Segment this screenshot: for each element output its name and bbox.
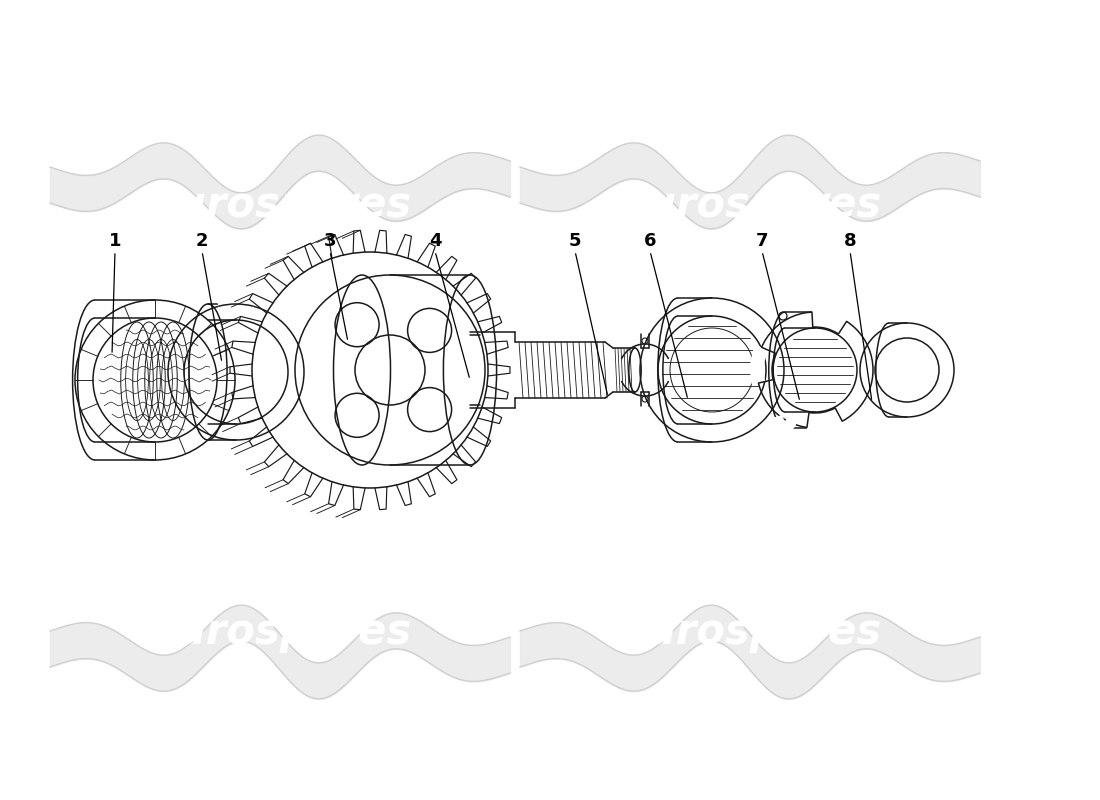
Text: 5: 5 — [569, 232, 581, 250]
Text: eurospares: eurospares — [148, 611, 411, 653]
Text: 6: 6 — [644, 232, 657, 250]
Text: 3: 3 — [323, 232, 337, 250]
Text: eurospares: eurospares — [618, 184, 881, 226]
Text: eurospares: eurospares — [618, 611, 881, 653]
Text: 4: 4 — [429, 232, 441, 250]
Text: 2: 2 — [196, 232, 208, 250]
Text: 7: 7 — [756, 232, 768, 250]
Text: 8: 8 — [844, 232, 856, 250]
Text: eurospares: eurospares — [148, 184, 411, 226]
Text: 1: 1 — [109, 232, 121, 250]
